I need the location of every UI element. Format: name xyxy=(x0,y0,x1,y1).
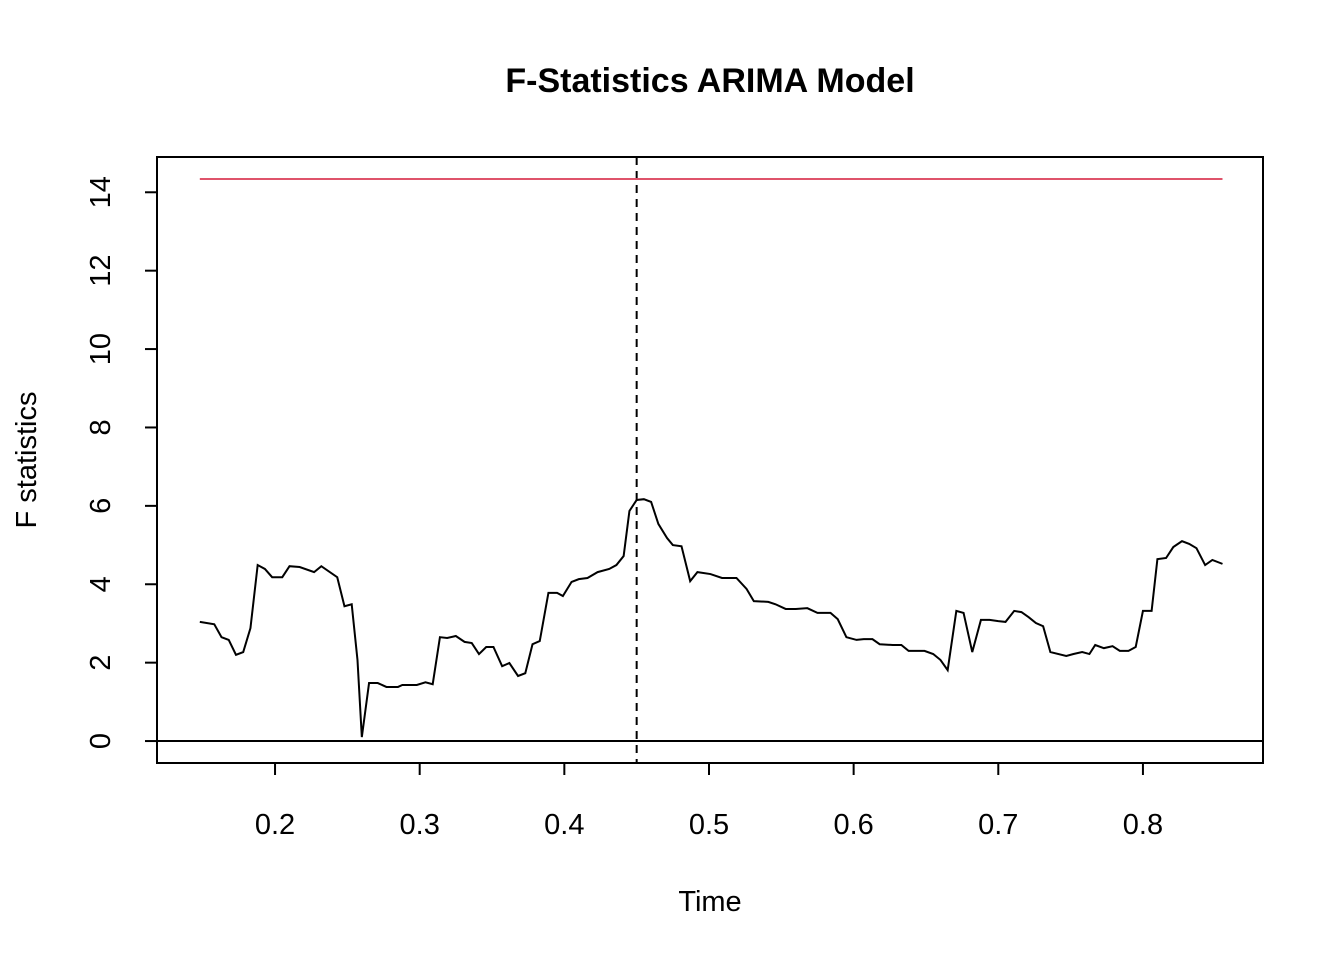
chart-title: F-Statistics ARIMA Model xyxy=(505,62,914,100)
y-tick-label: 14 xyxy=(85,176,117,208)
y-axis-label: F statistics xyxy=(11,392,43,529)
y-tick-label: 6 xyxy=(85,498,117,514)
x-tick-label: 0.7 xyxy=(978,809,1018,841)
y-tick-label: 0 xyxy=(85,733,117,749)
y-tick-label: 10 xyxy=(85,333,117,365)
plot-frame xyxy=(156,156,1264,764)
x-tick-label: 0.6 xyxy=(833,809,873,841)
x-tick-label: 0.5 xyxy=(689,809,729,841)
x-tick-label: 0.8 xyxy=(1123,809,1163,841)
y-tick-label: 12 xyxy=(85,255,117,287)
x-axis-label: Time xyxy=(678,886,741,918)
x-tick-label: 0.2 xyxy=(255,809,295,841)
y-tick-label: 4 xyxy=(85,576,117,592)
y-tick-label: 2 xyxy=(85,655,117,671)
x-tick-label: 0.3 xyxy=(400,809,440,841)
x-tick-label: 0.4 xyxy=(544,809,584,841)
y-tick-label: 8 xyxy=(85,419,117,435)
f-statistic-line xyxy=(199,498,1223,738)
